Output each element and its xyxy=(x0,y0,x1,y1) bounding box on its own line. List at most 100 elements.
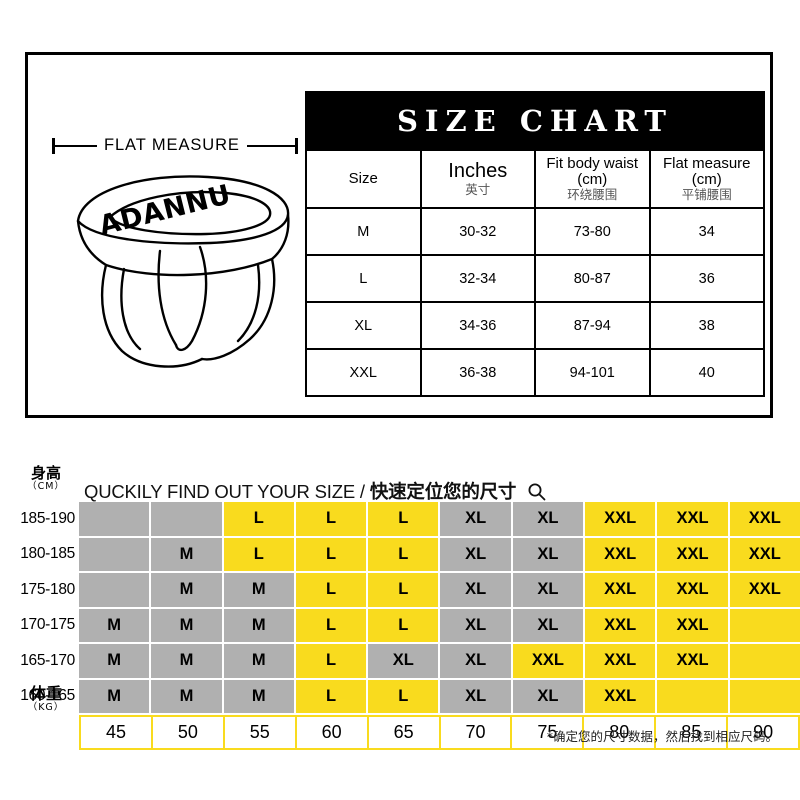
size-finder-cell[interactable]: XXL xyxy=(657,537,728,571)
size-finder-cell[interactable]: M xyxy=(79,679,150,713)
size-finder-cell[interactable]: M xyxy=(151,644,222,678)
size-finder-cell[interactable]: L xyxy=(295,608,367,642)
size-finder-cell[interactable]: XL xyxy=(512,679,584,713)
size-finder-cell[interactable] xyxy=(729,644,800,678)
cell-flat-measure: 40 xyxy=(648,348,765,397)
size-finder-cell[interactable]: XL xyxy=(440,679,511,713)
size-finder-cell[interactable]: XXL xyxy=(585,679,656,713)
size-finder-cell[interactable] xyxy=(79,537,150,571)
size-finder-cell[interactable]: M xyxy=(223,608,294,642)
size-finder-cell[interactable]: XXL xyxy=(585,644,656,678)
weight-value-cell[interactable]: 85 xyxy=(654,715,727,750)
dimension-cap-left xyxy=(52,138,55,154)
size-finder-cell[interactable]: XXL xyxy=(729,537,800,571)
cell-inches: 32-34 xyxy=(419,254,536,303)
size-finder-cell[interactable]: XL xyxy=(368,644,439,678)
size-chart-title-cell: SIZE CHART xyxy=(305,91,765,151)
weight-value-cell[interactable]: 45 xyxy=(79,715,151,750)
size-finder-cell[interactable]: L xyxy=(223,537,294,571)
cell-fit-waist: 73-80 xyxy=(534,207,651,256)
size-finder-cell[interactable]: L xyxy=(368,608,439,642)
size-finder-cell[interactable]: XL xyxy=(440,537,511,571)
size-chart-title: SIZE CHART xyxy=(396,103,674,138)
height-range-label: 185-190 xyxy=(20,509,75,527)
cell-inches: 30-32 xyxy=(419,207,536,256)
size-finder-cell[interactable]: XXL xyxy=(729,502,800,536)
size-finder-cell[interactable]: M xyxy=(151,679,222,713)
size-finder-cell[interactable]: L xyxy=(368,679,439,713)
heading-english: QUCKILY FIND OUT YOUR SIZE xyxy=(84,481,355,502)
size-finder-cell[interactable]: L xyxy=(368,573,439,607)
size-finder-cell[interactable] xyxy=(729,608,800,642)
size-finder-cell[interactable]: M xyxy=(151,608,222,642)
size-finder-cell[interactable]: L xyxy=(295,537,367,571)
size-finder-cell[interactable]: M xyxy=(151,573,222,607)
size-finder-cell[interactable]: M xyxy=(223,573,294,607)
size-finder-cell[interactable]: XXL xyxy=(585,608,656,642)
weight-value-cell[interactable]: 90 xyxy=(726,715,800,750)
size-finder-cell[interactable]: XL xyxy=(440,502,511,536)
size-finder-row: 165-170 M M M L XL XL XXL XXL XXL xyxy=(0,644,800,678)
heading-separator: / xyxy=(354,481,370,502)
size-finder-cell[interactable]: L xyxy=(295,644,367,678)
size-finder-cell[interactable]: XL xyxy=(512,608,584,642)
table-row: L 32-34 80-87 36 xyxy=(305,254,765,303)
size-finder-cell[interactable]: XXL xyxy=(657,644,728,678)
product-info-panel: FLAT MEASURE xyxy=(25,52,773,418)
weight-value-cell[interactable]: 60 xyxy=(294,715,367,750)
size-finder-cell[interactable]: XL xyxy=(440,573,511,607)
weight-value-cell[interactable]: 65 xyxy=(366,715,439,750)
cell-inches: 36-38 xyxy=(419,348,536,397)
weight-value-cell[interactable]: 75 xyxy=(510,715,583,750)
cell-size: XL xyxy=(305,301,422,350)
size-finder-cell[interactable]: M xyxy=(79,644,150,678)
size-finder-cell[interactable]: XXL xyxy=(657,608,728,642)
size-finder-cell[interactable] xyxy=(657,679,728,713)
size-finder-cell[interactable]: M xyxy=(79,608,150,642)
weight-value-cell[interactable]: 55 xyxy=(222,715,295,750)
size-finder-cell[interactable]: XL xyxy=(440,608,511,642)
size-finder-cell[interactable]: M xyxy=(151,537,222,571)
height-range-label: 160-165 xyxy=(20,687,75,705)
height-range-label: 165-170 xyxy=(20,651,75,669)
size-finder-cell[interactable]: XXL xyxy=(657,502,728,536)
size-chart-table: SIZE CHART Size Inches 英寸 Fit body waist… xyxy=(305,91,765,397)
size-finder-cell[interactable] xyxy=(79,502,150,536)
size-finder-cell[interactable]: L xyxy=(368,537,439,571)
size-finder-cell[interactable]: M xyxy=(223,644,294,678)
size-finder-cell[interactable]: XXL xyxy=(585,537,656,571)
size-finder-cell[interactable]: XL xyxy=(512,573,584,607)
weight-axis-label: 体重 （KG） xyxy=(27,684,65,713)
size-finder-cell[interactable]: XXL xyxy=(512,644,584,678)
size-finder-cell[interactable]: XL xyxy=(512,537,584,571)
size-finder-footnote: *确定您的尺寸数据，然后找到相应尺码。 xyxy=(546,729,778,744)
size-finder-cell[interactable]: L xyxy=(295,573,367,607)
size-finder-cell[interactable]: L xyxy=(295,679,367,713)
cell-flat-measure: 34 xyxy=(648,207,765,256)
table-header-row: Size Inches 英寸 Fit body waist (cm) 环绕腰围 … xyxy=(305,149,765,209)
table-row: M 30-32 73-80 34 xyxy=(305,207,765,256)
height-range-label: 170-175 xyxy=(20,616,75,634)
size-finder-cell[interactable]: XL xyxy=(440,644,511,678)
size-finder-cell[interactable]: M xyxy=(223,679,294,713)
size-finder-cell[interactable]: XXL xyxy=(657,573,728,607)
product-illustration: ADANNU xyxy=(76,175,290,368)
size-finder-cell[interactable]: XL xyxy=(512,502,584,536)
size-finder-row: 170-175 M M M L L XL XL XXL XXL xyxy=(0,608,800,642)
size-finder-cell[interactable] xyxy=(729,679,800,713)
weight-value-cell[interactable]: 50 xyxy=(150,715,223,750)
column-header-size: Size xyxy=(305,149,422,209)
weight-value-cell[interactable]: 70 xyxy=(438,715,511,750)
weight-value-cell[interactable]: 80 xyxy=(582,715,655,750)
size-finder-cell[interactable]: XXL xyxy=(729,573,800,607)
size-finder-cell[interactable]: L xyxy=(368,502,439,536)
weight-scale-row: 45 50 55 60 65 70 75 80 85 90 xyxy=(0,715,800,750)
size-finder-cell[interactable]: XXL xyxy=(585,502,656,536)
size-finder-cell[interactable] xyxy=(79,573,150,607)
flat-measure-dimension: FLAT MEASURE xyxy=(50,133,300,159)
size-finder-cell[interactable]: L xyxy=(223,502,294,536)
size-finder-cell[interactable]: XXL xyxy=(585,573,656,607)
size-finder-cell[interactable] xyxy=(151,502,222,536)
size-finder-cell[interactable]: L xyxy=(295,502,367,536)
